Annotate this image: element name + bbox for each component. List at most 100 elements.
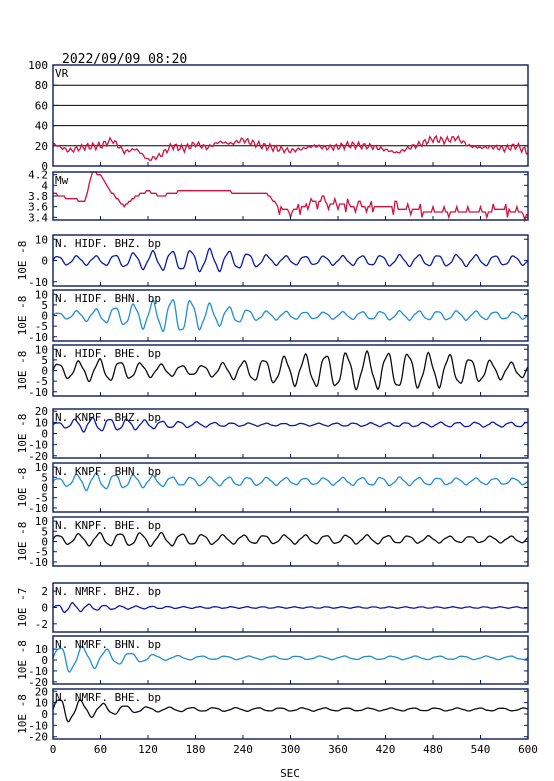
y-tick-label: -5 bbox=[35, 546, 48, 559]
y-tick-label: 10 bbox=[35, 643, 48, 656]
y-tick-label: -10 bbox=[28, 719, 48, 732]
y-tick-label: 4 bbox=[41, 179, 48, 192]
y-tick-label: 3.8 bbox=[28, 190, 48, 203]
y-tick-label: -5 bbox=[35, 375, 48, 388]
y-tick-label: 5 bbox=[41, 354, 48, 367]
y-tick-label: 20 bbox=[35, 685, 48, 698]
y-tick-label: 0 bbox=[41, 536, 48, 549]
panel-title: N. KNPF. BHE. bp bbox=[55, 519, 161, 532]
x-tick-label: 180 bbox=[186, 743, 206, 756]
y-tick-label: -5 bbox=[35, 320, 48, 333]
y-unit-label: 10E -8 bbox=[16, 468, 29, 508]
y-tick-label: 0 bbox=[41, 654, 48, 667]
x-tick-label: 480 bbox=[423, 743, 443, 756]
y-unit-label: 10E -8 bbox=[16, 694, 29, 734]
y-tick-label: 10 bbox=[35, 461, 48, 474]
y-unit-label: 10E -8 bbox=[16, 414, 29, 454]
y-tick-label: 0 bbox=[41, 255, 48, 268]
y-tick-label: 0 bbox=[41, 310, 48, 323]
y-tick-label: -10 bbox=[28, 386, 48, 399]
series-line bbox=[52, 350, 529, 391]
y-tick-label: -10 bbox=[28, 331, 48, 344]
panel-title: Mw bbox=[55, 174, 69, 187]
y-tick-label: -10 bbox=[28, 665, 48, 678]
series-line bbox=[52, 247, 529, 273]
panel-2: 3.43.63.844.2 Mw bbox=[28, 169, 529, 224]
y-tick-label: -10 bbox=[28, 556, 48, 569]
panel-title: N. NMRF. BHZ. bp bbox=[55, 585, 161, 598]
y-tick-label: 10 bbox=[35, 233, 48, 246]
y-tick-label: -20 bbox=[28, 450, 48, 463]
y-tick-label: -5 bbox=[35, 492, 48, 505]
y-unit-label: 10E -8 bbox=[16, 296, 29, 336]
x-tick-label: 120 bbox=[138, 743, 158, 756]
y-tick-label: 10 bbox=[35, 416, 48, 429]
x-tick-label: 420 bbox=[376, 743, 396, 756]
x-tick-label: 360 bbox=[328, 743, 348, 756]
y-tick-label: 10 bbox=[35, 288, 48, 301]
x-tick-label: 0 bbox=[50, 743, 57, 756]
y-tick-label: 3.4 bbox=[28, 211, 48, 224]
series-line bbox=[52, 472, 529, 492]
y-tick-label: -20 bbox=[28, 676, 48, 689]
y-tick-label: 10 bbox=[35, 343, 48, 356]
figure-timestamp: 2022/09/09 08:20 bbox=[62, 52, 187, 67]
y-unit-label: 10E -8 bbox=[16, 522, 29, 562]
panel-title: N. HIDF. BHE. bp bbox=[55, 347, 161, 360]
panel-title: N. HIDF. BHN. bp bbox=[55, 292, 161, 305]
panel-frame bbox=[52, 171, 529, 221]
y-tick-label: 40 bbox=[35, 120, 48, 133]
series-line bbox=[52, 531, 529, 548]
y-tick-label: 0 bbox=[41, 160, 48, 173]
series-line bbox=[52, 645, 529, 673]
series-line bbox=[52, 299, 529, 333]
y-tick-label: 4.2 bbox=[28, 169, 48, 182]
x-tick-label: 600 bbox=[518, 743, 538, 756]
y-tick-label: -2 bbox=[35, 618, 48, 631]
y-tick-label: 20 bbox=[35, 140, 48, 153]
y-tick-label: 5 bbox=[41, 525, 48, 538]
panel-title: VR bbox=[55, 67, 69, 80]
panel-title: N. KNPF. BHZ. bp bbox=[55, 411, 161, 424]
panel-title: N. KNPF. BHN. bp bbox=[55, 465, 161, 478]
y-unit-label: 10E -8 bbox=[16, 640, 29, 680]
y-tick-label: 0 bbox=[41, 428, 48, 441]
y-unit-label: 10E -8 bbox=[16, 351, 29, 391]
y-tick-label: 5 bbox=[41, 471, 48, 484]
y-tick-label: 10 bbox=[35, 697, 48, 710]
y-tick-label: 60 bbox=[35, 99, 48, 112]
y-tick-label: 2 bbox=[41, 585, 48, 598]
y-tick-label: 5 bbox=[41, 299, 48, 312]
x-tick-label: 540 bbox=[471, 743, 491, 756]
y-tick-label: -10 bbox=[28, 276, 48, 289]
panel-title: N. HIDF. BHZ. bp bbox=[55, 237, 161, 250]
y-tick-label: 10 bbox=[35, 515, 48, 528]
x-tick-label: 60 bbox=[94, 743, 107, 756]
series-line bbox=[53, 171, 528, 223]
series-line bbox=[52, 602, 529, 613]
y-tick-label: -10 bbox=[28, 502, 48, 515]
panel-frame bbox=[52, 64, 529, 167]
y-tick-label: -20 bbox=[28, 731, 48, 744]
y-tick-label: 0 bbox=[41, 365, 48, 378]
x-tick-label: 240 bbox=[233, 743, 253, 756]
panel-title: N. NMRF. BHN. bp bbox=[55, 638, 161, 651]
panel-10: 100-10-20 N. NMRF. BHN. bp 10E -8 bbox=[16, 635, 529, 689]
series-line bbox=[52, 416, 529, 433]
series-line bbox=[52, 134, 528, 161]
panel-3: 10 0 -10 N. HIDF. BHZ. bp 10E -8 bbox=[16, 233, 529, 289]
panel-9: 2 0 -2 N. NMRF. BHZ. bp 10E -7 bbox=[16, 582, 529, 633]
y-tick-label: -10 bbox=[28, 439, 48, 452]
series-line bbox=[52, 699, 529, 723]
panel-1: 0 20 40 60 80 100 VR bbox=[28, 59, 529, 173]
y-tick-label: 0 bbox=[41, 602, 48, 615]
y-tick-label: 0 bbox=[41, 482, 48, 495]
